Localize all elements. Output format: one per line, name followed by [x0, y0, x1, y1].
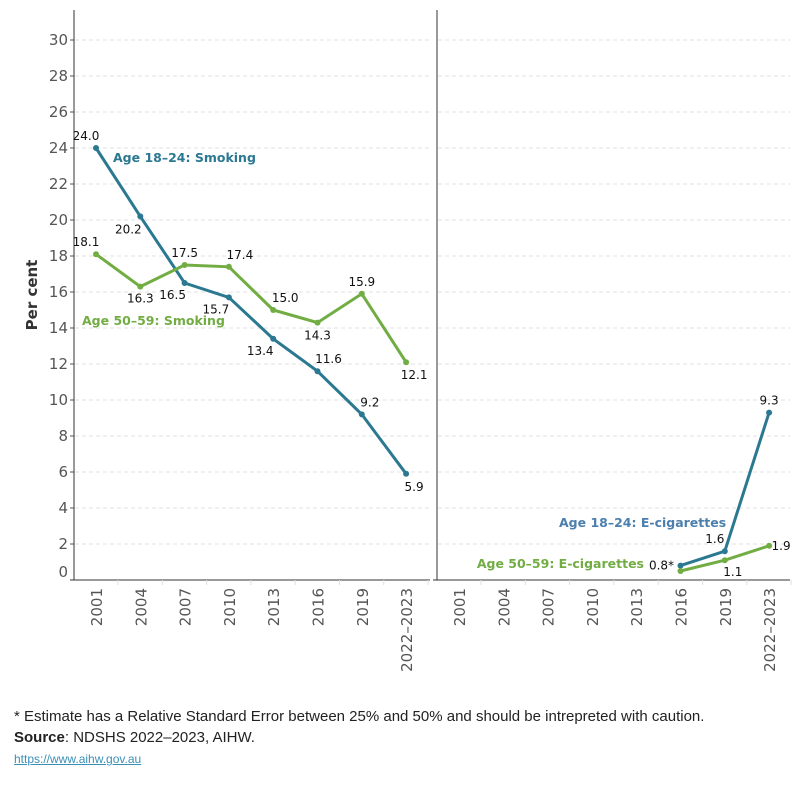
- data-point[interactable]: [270, 335, 277, 342]
- data-label: 20.2: [115, 222, 142, 236]
- x-tick-label: 2013: [265, 588, 283, 626]
- data-point[interactable]: [270, 307, 277, 313]
- x-tick-label: 2001: [88, 588, 106, 626]
- data-label: 0.8*: [649, 559, 674, 573]
- data-point[interactable]: [403, 470, 410, 477]
- data-point[interactable]: [137, 283, 144, 290]
- footer: * Estimate has a Relative Standard Error…: [14, 706, 754, 770]
- data-point[interactable]: [358, 411, 365, 418]
- x-tick-label: 2001: [451, 588, 469, 626]
- y-tick-label: 2: [58, 535, 68, 553]
- y-tick-label: 28: [49, 67, 68, 85]
- data-label: 5.9: [405, 480, 424, 494]
- data-label: 15.9: [348, 275, 375, 289]
- series-name-label: Age 50–59: Smoking: [82, 313, 225, 328]
- data-label: 13.4: [247, 344, 274, 358]
- y-tick-label: 0: [58, 563, 68, 581]
- x-tick-label: 2010: [221, 588, 239, 626]
- aihw-link[interactable]: https://www.aihw.gov.au: [14, 752, 142, 766]
- x-tick-label: 2007: [177, 588, 195, 626]
- x-tick-label: 2022–2023: [761, 588, 779, 672]
- y-tick-label: 20: [49, 211, 68, 229]
- data-point[interactable]: [181, 280, 188, 286]
- y-tick-label: 10: [49, 391, 68, 409]
- data-label: 14.3: [304, 329, 331, 343]
- data-label: 16.5: [159, 288, 186, 302]
- x-tick-label: 2013: [628, 588, 646, 626]
- x-tick-label: 2004: [495, 588, 513, 626]
- y-tick-label: 4: [58, 499, 68, 517]
- x-tick-label: 2010: [584, 588, 602, 626]
- data-label: 17.5: [171, 246, 198, 260]
- data-point[interactable]: [314, 319, 321, 326]
- data-point[interactable]: [721, 548, 728, 555]
- y-tick-label: 24: [49, 139, 68, 157]
- y-tick-label: 18: [49, 247, 68, 265]
- x-tick-label: 2016: [673, 588, 691, 626]
- series-name-label: Age 50–59: E-cigarettes: [477, 556, 644, 571]
- source: Source: NDSHS 2022–2023, AIHW.: [14, 729, 255, 746]
- data-label: 17.4: [227, 248, 254, 262]
- data-point[interactable]: [137, 213, 144, 220]
- x-tick-label: 2007: [540, 588, 558, 626]
- data-point[interactable]: [766, 542, 773, 549]
- data-point[interactable]: [766, 409, 773, 416]
- y-axis-title: Per cent: [23, 260, 41, 331]
- data-point[interactable]: [403, 359, 410, 366]
- y-tick-label: 30: [49, 31, 68, 49]
- data-point[interactable]: [181, 262, 188, 268]
- data-label: 1.6: [705, 532, 724, 546]
- y-tick-label: 6: [58, 463, 68, 481]
- data-point[interactable]: [225, 294, 232, 301]
- footnote: * Estimate has a Relative Standard Error…: [14, 708, 705, 725]
- data-point[interactable]: [93, 145, 99, 151]
- data-label: 11.6: [315, 352, 342, 366]
- x-tick-label: 2004: [132, 588, 150, 626]
- series-line: [95, 252, 408, 364]
- data-label: 9.2: [360, 395, 379, 409]
- data-label: 24.0: [73, 129, 100, 143]
- x-tick-label: 2019: [717, 588, 735, 626]
- y-tick-label: 16: [49, 283, 68, 301]
- data-label: 15.0: [272, 291, 299, 305]
- data-point[interactable]: [677, 568, 684, 574]
- data-label: 1.9: [772, 539, 791, 553]
- data-point[interactable]: [358, 290, 365, 297]
- data-point[interactable]: [225, 263, 232, 270]
- y-tick-label: 8: [58, 427, 68, 445]
- x-tick-label: 2016: [310, 588, 328, 626]
- data-point[interactable]: [314, 368, 321, 375]
- data-label: 15.7: [203, 302, 230, 316]
- y-tick-label: 14: [49, 319, 68, 337]
- series-line: [94, 147, 408, 475]
- y-tick-label: 22: [49, 175, 68, 193]
- data-point[interactable]: [721, 557, 728, 564]
- series-name-label: Age 18–24: E-cigarettes: [559, 515, 726, 530]
- data-label: 12.1: [401, 368, 428, 382]
- data-label: 9.3: [760, 394, 779, 408]
- data-label: 16.3: [127, 292, 154, 306]
- x-tick-label: 2022–2023: [398, 588, 416, 672]
- y-tick-label: 12: [49, 355, 68, 373]
- data-label: 18.1: [73, 235, 100, 249]
- data-label: 1.1: [723, 565, 742, 579]
- y-tick-label: 26: [49, 103, 68, 121]
- data-point[interactable]: [677, 562, 684, 569]
- series-name-label: Age 18–24: Smoking: [113, 150, 256, 165]
- data-point[interactable]: [93, 251, 99, 258]
- x-tick-label: 2019: [354, 588, 372, 626]
